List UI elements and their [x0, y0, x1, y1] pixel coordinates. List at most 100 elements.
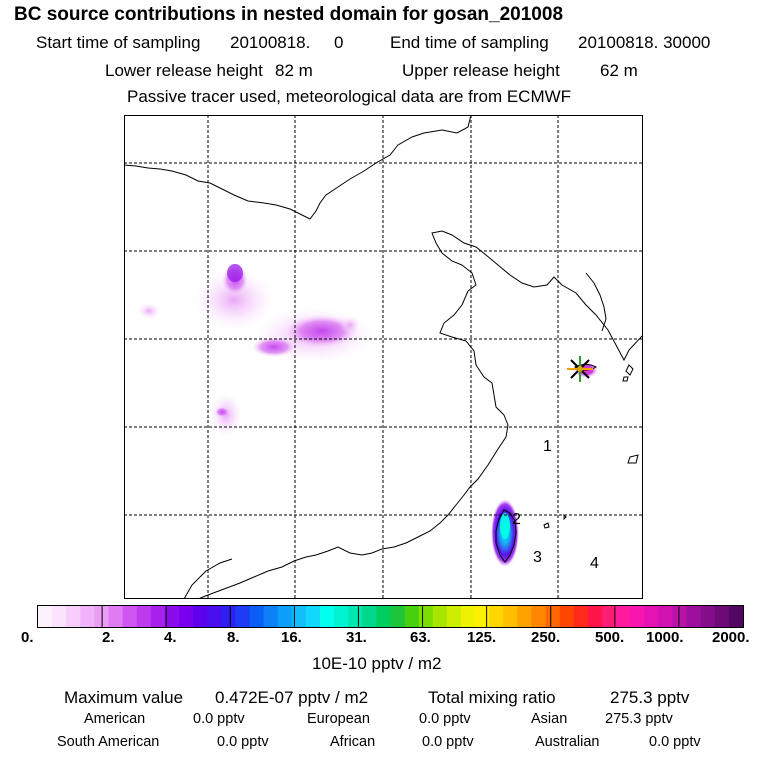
end-time-label: End time of sampling	[390, 33, 549, 52]
colorbar-swatch	[658, 606, 674, 627]
colorbar-swatch	[630, 606, 645, 627]
colorbar-tick-label: 1000.	[646, 629, 684, 646]
colorbar-swatch	[52, 606, 67, 627]
colorbar-swatches	[38, 606, 744, 627]
colorbar-swatch	[108, 606, 124, 627]
colorbar-tick-label: 2.	[102, 629, 115, 646]
colorbar-swatch	[235, 606, 251, 627]
start-time-value: 20100818. 0	[230, 33, 344, 52]
european-label: European	[307, 711, 370, 727]
african-label: African	[330, 734, 376, 750]
coastline-island	[622, 376, 629, 382]
colorbar-swatch	[38, 606, 53, 627]
colorbar-tick-label: 4.	[164, 629, 177, 646]
colorbar-swatch	[164, 606, 180, 627]
plume-patch	[194, 270, 274, 330]
colorbar-swatch	[305, 606, 321, 627]
colorbar-swatch	[714, 606, 730, 627]
colorbar-ticks	[101, 606, 680, 627]
south-american-value: 0.0 pptv	[217, 734, 269, 750]
colorbar-tick-label: 31.	[346, 629, 367, 646]
colorbar-swatch	[80, 606, 95, 627]
colorbar-swatch	[291, 606, 307, 627]
plume-patch	[215, 407, 229, 417]
american-value: 0.0 pptv	[193, 711, 245, 727]
colorbar-tick-label: 8.	[227, 629, 240, 646]
colorbar-swatch	[728, 606, 744, 627]
colorbar-unit: 10E-10 pptv / m2	[312, 654, 442, 673]
colorbar-swatch	[616, 606, 631, 627]
coastline-island	[563, 513, 567, 521]
total-mixing-value: 275.3 pptv	[610, 688, 690, 707]
australian-value: 0.0 pptv	[649, 734, 701, 750]
colorbar-swatch	[489, 606, 504, 627]
receptor-star-icon	[567, 356, 593, 382]
american-label: American	[84, 711, 146, 727]
colorbar-frame	[37, 605, 744, 628]
upper-height-label: Upper release height	[402, 61, 560, 80]
colorbar-tick-label: 16.	[281, 629, 302, 646]
colorbar-swatch	[475, 606, 490, 627]
colorbar-swatch	[277, 606, 293, 627]
colorbar-swatch	[348, 606, 363, 627]
colorbar-swatch	[150, 606, 166, 627]
colorbar-swatch	[122, 606, 138, 627]
plume-taiwan-core	[500, 513, 510, 539]
african-value: 0.0 pptv	[422, 734, 474, 750]
colorbar-swatch	[517, 606, 533, 627]
lower-height-value: 82 m	[275, 61, 313, 80]
total-mixing-label: Total mixing ratio	[428, 688, 556, 707]
colorbar-tick-label: 63.	[410, 629, 431, 646]
region-label-1: 1	[543, 438, 552, 455]
colorbar-swatch	[545, 606, 561, 627]
colorbar-swatch	[573, 606, 589, 627]
coastline-island	[543, 522, 550, 529]
map-panel: 1 2 3 4	[124, 115, 643, 599]
plume-patch	[252, 337, 296, 357]
colorbar-swatch	[461, 606, 476, 627]
colorbar-swatch	[193, 606, 208, 627]
max-value-label: Maximum value	[64, 688, 184, 707]
european-value: 0.0 pptv	[419, 711, 471, 727]
plume-patch	[137, 303, 161, 319]
max-value: 0.472E-07 pptv / m2	[215, 688, 369, 707]
colorbar-tick-label: 0.	[21, 629, 34, 646]
colorbar-swatch	[66, 606, 81, 627]
colorbar-swatch	[207, 606, 222, 627]
colorbar-tick-label: 2000.	[712, 629, 750, 646]
start-time-label: Start time of sampling	[36, 33, 201, 52]
colorbar-swatch	[334, 606, 349, 627]
colorbar-tick-label: 250.	[531, 629, 561, 646]
south-american-label: South American	[57, 734, 160, 750]
coastlines	[124, 115, 643, 599]
coastline-korea-east	[585, 272, 607, 332]
coastline-island	[625, 364, 634, 376]
asian-value: 275.3 pptv	[605, 711, 673, 727]
coastline-taiwan	[495, 509, 517, 563]
tracer-note: Passive tracer used, meteorological data…	[127, 87, 572, 106]
end-time-value: 20100818. 30000	[578, 33, 711, 52]
colorbar	[37, 605, 744, 628]
plume-patch	[227, 264, 243, 282]
colorbar-swatch	[686, 606, 702, 627]
colorbar-swatch	[644, 606, 659, 627]
colorbar-swatch	[446, 606, 462, 627]
lower-height-label: Lower release height	[105, 61, 263, 80]
map-frame	[124, 115, 643, 599]
australian-label: Australian	[535, 734, 600, 750]
colorbar-swatch	[263, 606, 279, 627]
border-china-mongolia	[124, 115, 472, 220]
border-southwest	[183, 558, 233, 599]
colorbar-swatch	[531, 606, 547, 627]
colorbar-tick-label: 500.	[595, 629, 625, 646]
colorbar-swatch	[503, 606, 518, 627]
colorbar-swatch	[432, 606, 448, 627]
region-label-4: 4	[590, 555, 599, 572]
upper-height-value: 62 m	[600, 61, 638, 80]
colorbar-swatch	[362, 606, 377, 627]
colorbar-tick-label: 125.	[467, 629, 497, 646]
colorbar-swatch	[390, 606, 406, 627]
plot-title: BC source contributions in nested domain…	[14, 4, 564, 25]
colorbar-swatch	[179, 606, 194, 627]
colorbar-swatch	[404, 606, 420, 627]
